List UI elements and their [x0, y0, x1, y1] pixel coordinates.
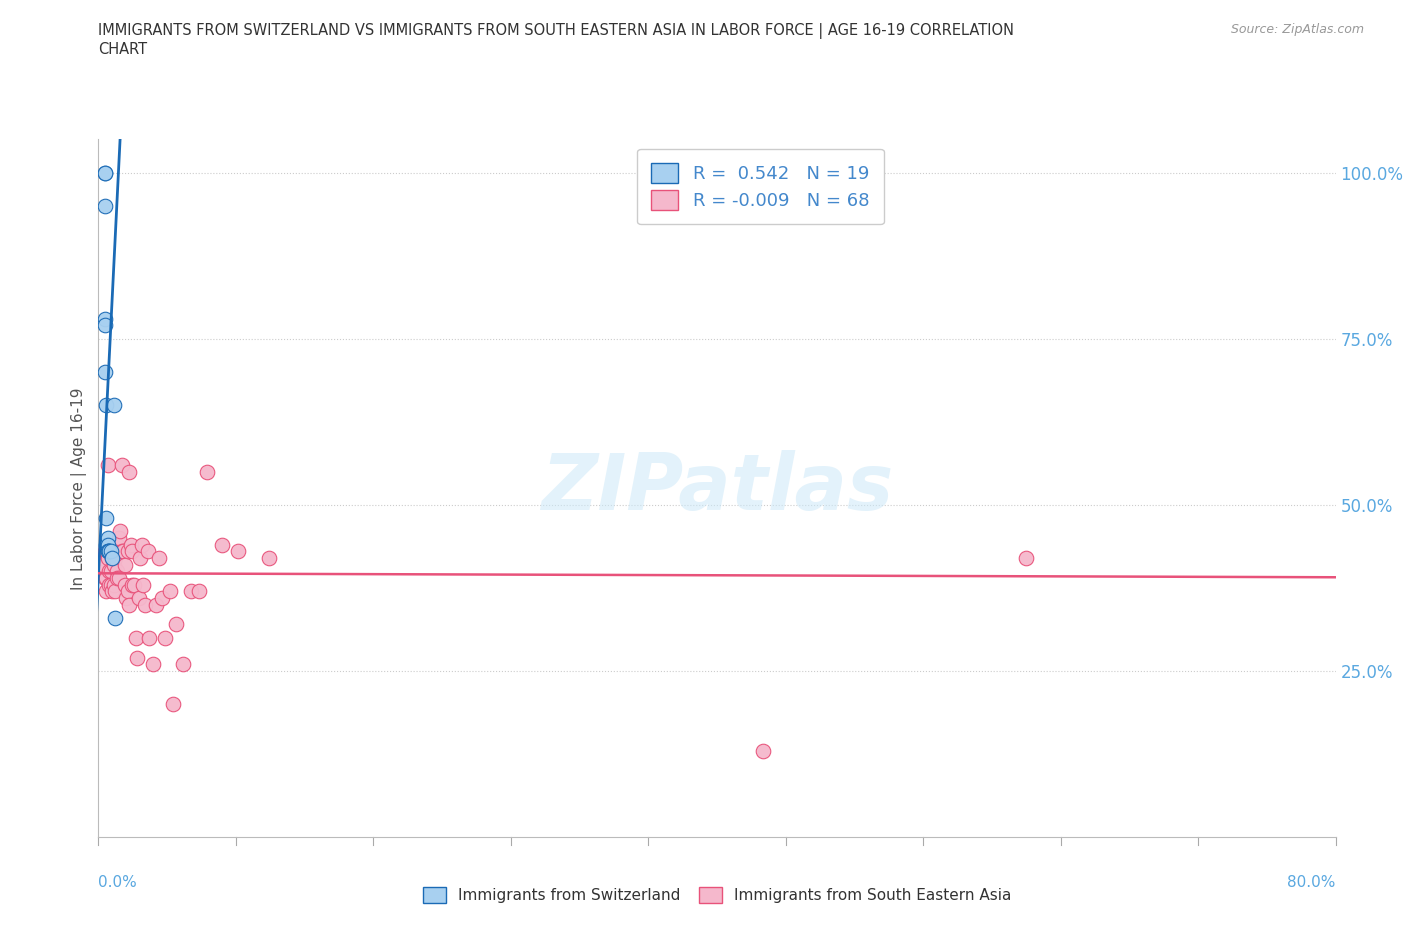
Point	[145, 597, 167, 612]
Point	[93, 544, 115, 559]
Point	[211, 538, 233, 552]
Point	[93, 318, 115, 333]
Point	[150, 591, 173, 605]
Point	[93, 312, 115, 326]
Text: Source: ZipAtlas.com: Source: ZipAtlas.com	[1230, 23, 1364, 36]
Point	[188, 584, 211, 599]
Point	[98, 564, 121, 578]
Point	[129, 551, 152, 565]
Point	[103, 557, 125, 572]
Point	[112, 544, 135, 559]
Text: 0.0%: 0.0%	[98, 875, 138, 890]
Point	[105, 570, 128, 585]
Point	[96, 511, 118, 525]
Point	[101, 551, 124, 565]
Point	[148, 551, 170, 565]
Point	[97, 544, 120, 559]
Point	[118, 464, 141, 479]
Point	[117, 544, 139, 559]
Point	[100, 544, 122, 559]
Point	[100, 544, 122, 559]
Y-axis label: In Labor Force | Age 16-19: In Labor Force | Age 16-19	[72, 387, 87, 590]
Point	[98, 544, 121, 559]
Point	[91, 557, 114, 572]
Point	[226, 544, 249, 559]
Point	[96, 584, 118, 599]
Point	[127, 650, 149, 665]
Text: CHART: CHART	[98, 42, 148, 57]
Point	[165, 617, 187, 631]
Point	[162, 697, 184, 711]
Point	[105, 538, 128, 552]
Point	[118, 597, 141, 612]
Point	[103, 578, 125, 592]
Point	[195, 464, 218, 479]
Point	[115, 591, 138, 605]
Point	[180, 584, 202, 599]
Point	[111, 458, 134, 472]
Point	[104, 584, 127, 599]
Point	[122, 578, 145, 592]
Point	[90, 551, 112, 565]
Legend: Immigrants from Switzerland, Immigrants from South Eastern Asia: Immigrants from Switzerland, Immigrants …	[416, 882, 1018, 910]
Point	[257, 551, 280, 565]
Point	[97, 544, 120, 559]
Point	[96, 570, 118, 585]
Point	[100, 564, 122, 578]
Point	[108, 524, 131, 538]
Point	[132, 578, 155, 592]
Point	[103, 398, 125, 413]
Point	[96, 398, 118, 413]
Point	[173, 657, 195, 671]
Point	[93, 198, 115, 213]
Point	[136, 544, 159, 559]
Point	[124, 631, 146, 645]
Text: ZIPatlas: ZIPatlas	[541, 450, 893, 526]
Point	[138, 631, 160, 645]
Point	[104, 551, 127, 565]
Point	[101, 584, 124, 599]
Text: 80.0%: 80.0%	[1288, 875, 1336, 890]
Point	[98, 544, 121, 559]
Point	[97, 458, 120, 472]
Point	[752, 743, 775, 758]
Point	[114, 557, 136, 572]
Point	[93, 365, 115, 379]
Point	[114, 578, 136, 592]
Point	[121, 578, 143, 592]
Point	[96, 538, 118, 552]
Text: IMMIGRANTS FROM SWITZERLAND VS IMMIGRANTS FROM SOUTH EASTERN ASIA IN LABOR FORCE: IMMIGRANTS FROM SWITZERLAND VS IMMIGRANT…	[98, 23, 1014, 39]
Point	[107, 570, 129, 585]
Point	[98, 544, 121, 559]
Point	[117, 584, 139, 599]
Point	[100, 578, 122, 592]
Point	[97, 531, 120, 546]
Point	[104, 610, 127, 625]
Point	[121, 544, 143, 559]
Point	[97, 538, 120, 552]
Point	[1015, 551, 1038, 565]
Point	[111, 544, 134, 559]
Point	[105, 564, 128, 578]
Point	[103, 544, 125, 559]
Point	[93, 166, 115, 180]
Point	[120, 538, 142, 552]
Point	[131, 538, 153, 552]
Point	[134, 597, 156, 612]
Point	[93, 570, 115, 585]
Point	[128, 591, 150, 605]
Point	[153, 631, 176, 645]
Point	[159, 584, 181, 599]
Point	[101, 551, 124, 565]
Point	[96, 544, 118, 559]
Point	[93, 166, 115, 180]
Point	[97, 551, 120, 565]
Point	[98, 578, 121, 592]
Point	[107, 531, 129, 546]
Point	[142, 657, 165, 671]
